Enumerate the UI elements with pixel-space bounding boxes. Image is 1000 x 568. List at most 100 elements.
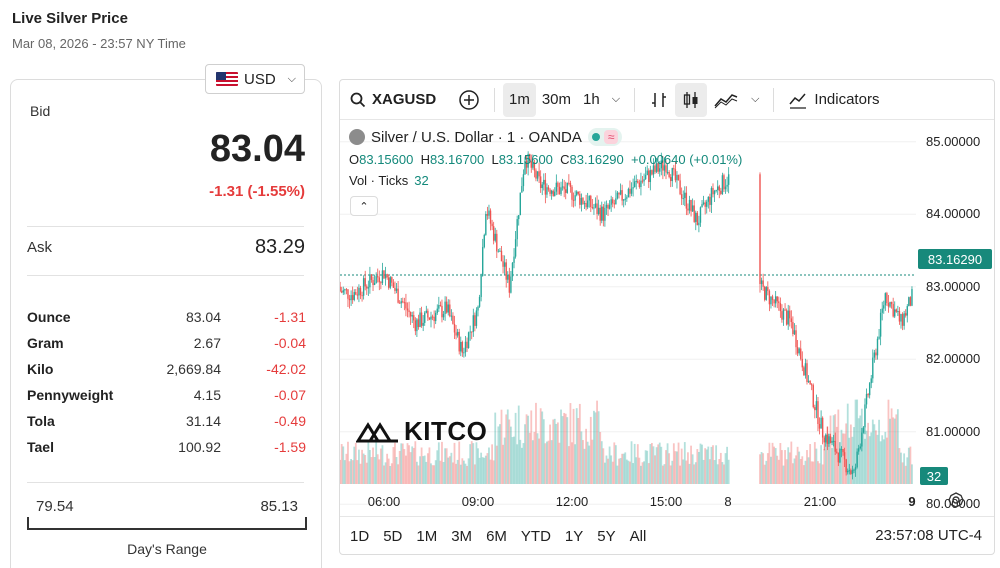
unit-name: Kilo xyxy=(27,361,54,377)
volume-bar xyxy=(652,446,655,484)
volume-bar xyxy=(763,464,766,484)
range-button-ytd[interactable]: YTD xyxy=(520,528,551,545)
candle-body xyxy=(873,352,876,358)
candle-body xyxy=(366,286,368,289)
candle-body xyxy=(486,214,489,216)
indicators-button[interactable]: Indicators xyxy=(782,83,885,117)
range-button-6m[interactable]: 6M xyxy=(486,528,507,545)
interval-1m-button[interactable]: 1m xyxy=(503,82,536,117)
range-button-3m[interactable]: 3M xyxy=(451,528,473,545)
candle-body xyxy=(665,165,667,173)
range-button-5y[interactable]: 5Y xyxy=(597,528,616,545)
volume-bar xyxy=(795,455,797,484)
volume-bar xyxy=(582,440,584,484)
unit-price: 31.14 xyxy=(185,413,221,429)
candle-body xyxy=(854,467,857,470)
high-value: 83.16700 xyxy=(429,152,485,167)
compare-button[interactable] xyxy=(452,83,486,117)
candlestick-chart[interactable] xyxy=(340,80,995,516)
candle-body xyxy=(900,314,902,322)
range-button-1y[interactable]: 1Y xyxy=(564,528,584,545)
volume-bar xyxy=(633,443,636,484)
candle-body xyxy=(709,197,711,205)
volume-bar xyxy=(699,443,702,484)
candle-body xyxy=(879,312,882,337)
volume-bar xyxy=(779,443,782,484)
candle-body xyxy=(696,212,699,226)
time-tick: 9 xyxy=(908,494,916,509)
volume-bar xyxy=(881,435,884,484)
candle-body xyxy=(398,302,401,304)
volume-bar xyxy=(452,462,454,484)
collapse-legend-button[interactable]: ⌃ xyxy=(350,196,378,216)
candle-body xyxy=(543,179,545,185)
volume-bar xyxy=(691,454,694,484)
candle-body xyxy=(901,314,904,326)
interval-1h-button[interactable]: 1h xyxy=(583,91,600,108)
bar-chart-type-button[interactable] xyxy=(643,83,675,117)
range-button-1m[interactable]: 1M xyxy=(416,528,438,545)
candle-body xyxy=(409,312,412,317)
candle-body xyxy=(554,191,556,196)
volume-bar xyxy=(687,452,689,484)
candle-body xyxy=(466,341,468,349)
candle-body xyxy=(613,203,615,205)
range-button-1d[interactable]: 1D xyxy=(350,528,370,545)
candle-body xyxy=(538,171,540,177)
volume-bar xyxy=(647,463,650,484)
candle-body xyxy=(781,311,783,320)
candle-body xyxy=(372,279,374,286)
volume-bar xyxy=(495,445,498,484)
ohlc-legend: O83.15600 H83.16700 L83.15600 C83.16290 … xyxy=(349,152,742,167)
time-tick: 8 xyxy=(724,494,732,509)
volume-bar xyxy=(630,441,633,484)
volume-bar xyxy=(351,460,354,484)
symbol-search[interactable]: XAGUSD xyxy=(340,91,452,108)
candle-body xyxy=(469,331,471,333)
volume-bar xyxy=(488,447,490,484)
range-button-all[interactable]: All xyxy=(629,528,647,545)
candle-body xyxy=(821,417,824,438)
volume-bar xyxy=(361,449,363,484)
time-axis[interactable]: 06:00 09:00 12:00 15:00 8 21:00 9 xyxy=(340,486,916,516)
candle-body xyxy=(420,312,423,326)
candle-body xyxy=(530,161,532,168)
market-status-pill[interactable]: ≈ xyxy=(587,128,623,146)
volume-bar xyxy=(796,446,799,484)
candle-body xyxy=(792,322,794,335)
volume-bar xyxy=(867,422,869,484)
candle-body xyxy=(441,305,443,318)
volume-bar xyxy=(470,441,473,484)
quote-panel xyxy=(10,79,322,568)
candle-body xyxy=(482,247,484,276)
chart-type-dropdown-button[interactable]: ⌵ xyxy=(745,83,765,117)
volume-bar xyxy=(517,405,520,484)
area-chart-type-button[interactable] xyxy=(707,83,745,117)
candle-body xyxy=(580,198,583,205)
interval-dropdown-button[interactable]: ⌵ xyxy=(606,83,626,117)
candle-body xyxy=(890,301,893,305)
volume-bar xyxy=(671,460,674,484)
kitco-logo-icon xyxy=(356,421,398,442)
candle-body xyxy=(784,309,786,311)
interval-30m-button[interactable]: 30m xyxy=(541,91,572,108)
volume-bar xyxy=(558,442,561,484)
candle-body xyxy=(563,186,565,190)
candle-body xyxy=(450,315,453,317)
candle-body xyxy=(408,310,410,313)
candle-body xyxy=(532,162,534,168)
volume-bar xyxy=(892,417,895,484)
volume-bar xyxy=(356,460,359,484)
price-axis[interactable]: 85.00000 84.00000 83.00000 82.00000 81.00000… xyxy=(916,120,994,526)
currency-select[interactable]: USD ⌵ xyxy=(205,64,305,94)
range-selector: 1D 5D 1M 3M 6M YTD 1Y 5Y All xyxy=(340,516,994,554)
volume-bar xyxy=(873,424,876,484)
range-button-5d[interactable]: 5D xyxy=(383,528,403,545)
candle-body xyxy=(424,312,426,323)
candle-body xyxy=(677,174,680,181)
candle-chart-type-button[interactable] xyxy=(675,82,708,117)
volume-bar xyxy=(831,448,833,484)
volume-bar xyxy=(857,418,860,484)
candle-body xyxy=(386,274,388,278)
chart-settings-button[interactable] xyxy=(948,492,964,512)
